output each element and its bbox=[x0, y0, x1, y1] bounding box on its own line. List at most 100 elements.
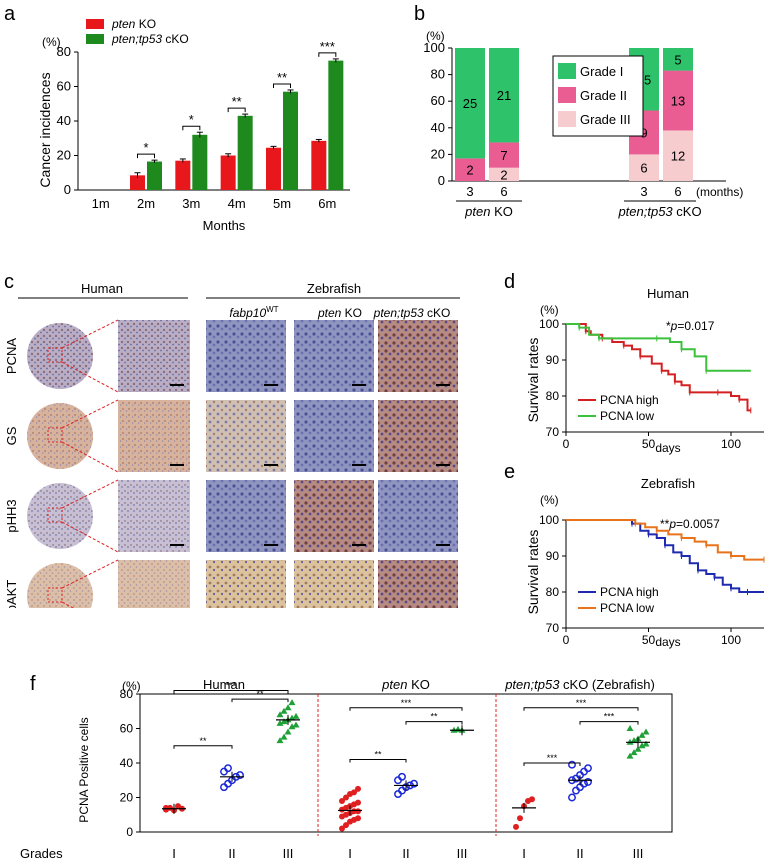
zebrafish-image bbox=[294, 560, 374, 632]
plot-frame bbox=[139, 693, 673, 833]
x-tick-label: III bbox=[457, 846, 468, 861]
panel-e: e Zebrafish (%) Survival rates days **p=… bbox=[500, 458, 778, 658]
stack-segment bbox=[455, 48, 485, 159]
panel-c-human-header: Human bbox=[81, 281, 123, 296]
legend-label: PCNA high bbox=[600, 393, 659, 407]
panel-b-letter: b bbox=[414, 3, 425, 25]
tissue-core bbox=[27, 323, 93, 389]
panel-e-plot: 70 80 90 100 0 50 100 PCNA high PCNA low bbox=[539, 513, 765, 647]
data-point bbox=[351, 789, 357, 796]
significance-bracket bbox=[173, 745, 233, 749]
panel-a-plot: 0 20 40 60 80 1m 2m * 3m * 4m ** 5m ** 6m *** bbox=[57, 39, 350, 211]
stack-segment bbox=[489, 142, 519, 168]
significance-bracket bbox=[173, 690, 289, 694]
data-point bbox=[630, 749, 638, 756]
data-point bbox=[288, 723, 296, 730]
zoom-box bbox=[47, 587, 63, 603]
segment-count: 21 bbox=[497, 88, 511, 103]
bar bbox=[283, 91, 298, 190]
survival-curve bbox=[566, 323, 751, 372]
data-point bbox=[343, 794, 349, 801]
panel-f-grades-label: Grades bbox=[20, 846, 63, 861]
panel-c: c Human Zebrafish fabp10WT pten KO pten;tp… bbox=[0, 268, 500, 633]
panel-e-chart: e Zebrafish (%) Survival rates days **p=… bbox=[504, 461, 765, 649]
panel-a-letter: a bbox=[4, 3, 16, 25]
zebrafish-image bbox=[294, 480, 374, 552]
y-tick-label: 60 bbox=[120, 722, 134, 736]
segment-count: 25 bbox=[463, 96, 477, 111]
panel-e-xlabel: days bbox=[655, 635, 680, 649]
zoom-line bbox=[61, 319, 119, 349]
data-point bbox=[236, 771, 244, 780]
zebrafish-image bbox=[206, 320, 286, 392]
panel-e-ylabel: Survival rates bbox=[525, 530, 541, 615]
x-tick-label: I bbox=[172, 846, 176, 861]
y-tick-label: 80 bbox=[546, 389, 560, 403]
row-label: PCNA bbox=[4, 338, 19, 374]
bar bbox=[130, 175, 145, 190]
bar bbox=[237, 115, 253, 190]
data-point bbox=[638, 742, 646, 749]
row-label: pHH3 bbox=[4, 499, 19, 532]
panel-d-plot: 70 80 90 100 0 50 100 PCNA high PCNA low bbox=[539, 317, 764, 451]
data-point bbox=[355, 799, 361, 806]
panel-d-title: Human bbox=[647, 286, 689, 301]
segment-count: 9 bbox=[640, 125, 647, 140]
x-tick-label: 2m bbox=[137, 196, 155, 211]
bar bbox=[147, 161, 162, 190]
x-tick-label: III bbox=[633, 846, 644, 861]
y-tick-label: 100 bbox=[423, 40, 445, 55]
zebrafish-image bbox=[378, 560, 458, 632]
panel-e-letter: e bbox=[504, 461, 515, 483]
significance-bracket bbox=[318, 52, 337, 57]
legend-swatch bbox=[558, 87, 576, 103]
legend-label: Grade III bbox=[580, 112, 631, 127]
panel-d-letter: d bbox=[504, 271, 515, 293]
data-point bbox=[584, 778, 592, 786]
panel-c-column-headers: fabp10WT pten KO pten;tp53 cKO bbox=[229, 305, 450, 320]
group-label: pten KO bbox=[464, 204, 513, 219]
significance-label: ** bbox=[256, 689, 264, 699]
y-tick-label: 70 bbox=[546, 621, 560, 635]
data-point bbox=[584, 764, 592, 773]
zoom-image bbox=[118, 560, 190, 632]
panel-f-chart: f (%) PCNA Positive cells Grades 0 20 40 60… bbox=[20, 673, 673, 861]
panel-f-unit: (%) bbox=[122, 679, 141, 693]
stack-segment bbox=[663, 48, 693, 71]
significance-label: * bbox=[143, 140, 148, 155]
significance-bracket bbox=[405, 721, 463, 725]
data-point bbox=[343, 822, 349, 829]
data-point bbox=[638, 731, 646, 738]
data-point bbox=[513, 823, 519, 830]
x-tick-label: 50 bbox=[642, 633, 656, 647]
data-point bbox=[276, 737, 284, 744]
panel-f-plot: 0 20 40 60 80 Human pten KO pten;tp53 cKO (Zebr… bbox=[120, 677, 673, 861]
data-point bbox=[568, 760, 576, 769]
zebrafish-image bbox=[206, 560, 286, 632]
y-tick-label: 60 bbox=[431, 93, 445, 108]
significance-bracket bbox=[523, 707, 639, 711]
y-tick-label: 60 bbox=[57, 79, 71, 94]
data-point bbox=[276, 711, 284, 718]
column-header: pten;tp53 cKO bbox=[373, 306, 451, 320]
row-label: GS bbox=[4, 426, 19, 445]
data-point bbox=[339, 825, 345, 832]
x-tick-label: 0 bbox=[563, 437, 570, 451]
data-point bbox=[355, 808, 361, 815]
data-point bbox=[280, 718, 288, 725]
panel-b-legend: Grade I Grade II Grade III bbox=[552, 55, 644, 137]
y-tick-label: 100 bbox=[539, 317, 559, 331]
significance-label: ** bbox=[277, 70, 287, 85]
x-tick-label: 3 bbox=[640, 184, 647, 199]
x-tick-label: II bbox=[228, 846, 235, 861]
legend-swatch bbox=[558, 63, 576, 79]
panel-a: a (%) Cancer incidences Months pten KO pt… bbox=[0, 0, 410, 250]
bar bbox=[311, 140, 327, 190]
data-point bbox=[288, 699, 296, 706]
significance-label: ** bbox=[232, 94, 242, 109]
panel-c-letter: c bbox=[4, 271, 14, 293]
bar bbox=[175, 160, 191, 190]
x-tick-label: 5m bbox=[273, 196, 291, 211]
data-point bbox=[288, 714, 296, 721]
significance-label: *** bbox=[226, 681, 237, 691]
